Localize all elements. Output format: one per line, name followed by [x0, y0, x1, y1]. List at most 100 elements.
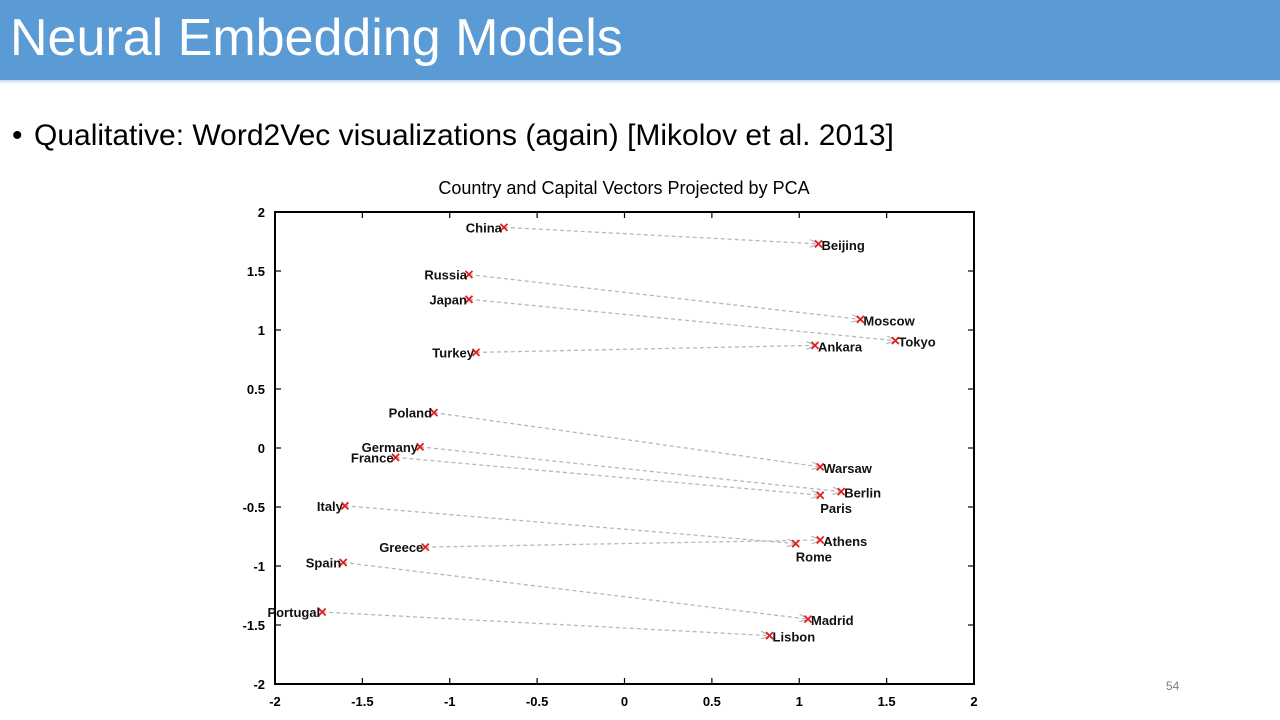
- x-tick-label: -1.5: [351, 694, 373, 709]
- point-poland: Poland: [389, 406, 439, 421]
- label-athens: Athens: [823, 534, 867, 549]
- marker-berlin: [837, 487, 846, 496]
- label-lisbon: Lisbon: [773, 630, 816, 645]
- label-germany: Germany: [362, 440, 419, 455]
- y-tick-label: -1.5: [243, 618, 265, 633]
- point-paris: Paris: [816, 491, 852, 516]
- x-tick-label: -2: [269, 694, 281, 709]
- label-spain: Spain: [306, 555, 341, 570]
- label-france: France: [351, 450, 394, 465]
- y-tick-label: -2: [253, 677, 265, 692]
- marker-china: [499, 223, 509, 232]
- x-tick-label: 1: [796, 694, 803, 709]
- arrow-portugal-lisbon: [322, 611, 769, 636]
- slide-title: Neural Embedding Models: [10, 9, 623, 67]
- marker-paris: [816, 491, 825, 500]
- y-tick-label: 0.5: [247, 382, 265, 397]
- point-rome: Rome: [791, 539, 832, 565]
- marker-ankara: [810, 341, 820, 350]
- chart-title: Country and Capital Vectors Projected by…: [438, 178, 809, 198]
- label-portugal: Portugal: [267, 605, 320, 620]
- y-tick-label: 0: [258, 441, 265, 456]
- y-tick-label: 2: [258, 205, 265, 220]
- marker-greece: [421, 542, 430, 552]
- marker-italy: [340, 501, 350, 510]
- point-portugal: Portugal: [267, 605, 327, 620]
- marker-portugal: [318, 607, 327, 617]
- point-germany: Germany: [362, 440, 425, 455]
- point-japan: Japan: [429, 292, 474, 307]
- bullet-item: • Qualitative: Word2Vec visualizations (a…: [12, 116, 894, 156]
- bullet-icon: •: [12, 119, 23, 152]
- y-tick-label: 1: [258, 323, 265, 338]
- marker-moscow: [856, 315, 865, 324]
- title-bar: Neural Embedding Models: [0, 0, 1280, 84]
- marker-poland: [429, 408, 439, 417]
- marker-athens: [816, 535, 825, 545]
- point-beijing: Beijing: [814, 238, 865, 253]
- point-tokyo: Tokyo: [891, 335, 936, 350]
- label-italy: Italy: [317, 499, 344, 514]
- label-beijing: Beijing: [821, 238, 864, 253]
- bullet-text: Qualitative: Word2Vec visualizations (ag…: [34, 119, 894, 152]
- marker-rome: [791, 539, 800, 548]
- marker-france: [391, 453, 400, 462]
- point-china: China: [466, 220, 509, 235]
- point-spain: Spain: [306, 555, 348, 570]
- label-turkey: Turkey: [432, 345, 474, 360]
- y-tick-label: -0.5: [243, 500, 265, 515]
- arrows-layer: [322, 226, 895, 636]
- arrow-spain-madrid: [343, 561, 808, 619]
- x-tick-label: 0: [621, 694, 628, 709]
- label-tokyo: Tokyo: [898, 335, 935, 350]
- arrow-china-beijing: [503, 226, 819, 244]
- arrow-poland-warsaw: [433, 411, 820, 467]
- point-russia: Russia: [424, 268, 474, 283]
- marker-madrid: [803, 614, 813, 624]
- point-madrid: Madrid: [803, 613, 854, 628]
- marker-warsaw: [816, 462, 825, 472]
- point-turkey: Turkey: [432, 345, 481, 360]
- label-madrid: Madrid: [811, 613, 854, 628]
- label-china: China: [466, 220, 503, 235]
- label-ankara: Ankara: [818, 339, 863, 354]
- marker-russia: [464, 270, 474, 279]
- point-ankara: Ankara: [810, 339, 863, 354]
- marker-tokyo: [891, 336, 900, 345]
- x-tick-label: 2: [970, 694, 977, 709]
- arrow-france-paris: [395, 456, 821, 495]
- label-russia: Russia: [424, 268, 467, 283]
- arrow-germany-berlin: [419, 446, 841, 492]
- pca-chart: Country and Capital Vectors Projected by…: [243, 178, 978, 709]
- label-paris: Paris: [820, 501, 852, 516]
- point-france: France: [351, 450, 400, 465]
- label-japan: Japan: [429, 292, 467, 307]
- arrow-italy-rome: [344, 505, 796, 544]
- point-greece: Greece: [379, 540, 430, 555]
- label-rome: Rome: [796, 550, 832, 565]
- x-tick-label: -0.5: [526, 694, 548, 709]
- x-tick-label: 0.5: [703, 694, 721, 709]
- point-moscow: Moscow: [856, 313, 916, 328]
- point-athens: Athens: [816, 534, 867, 549]
- label-berlin: Berlin: [844, 486, 881, 501]
- arrow-japan-tokyo: [468, 298, 895, 340]
- x-tick-label: 1.5: [878, 694, 896, 709]
- marker-spain: [339, 558, 348, 567]
- arrow-greece-athens: [425, 540, 820, 548]
- marker-lisbon: [765, 631, 774, 640]
- x-tick-label: -1: [444, 694, 456, 709]
- marker-beijing: [814, 239, 823, 248]
- page-number: 54: [1166, 679, 1180, 693]
- point-berlin: Berlin: [837, 486, 881, 501]
- point-warsaw: Warsaw: [816, 461, 873, 476]
- label-poland: Poland: [389, 406, 432, 421]
- y-tick-label: -1: [253, 559, 265, 574]
- points-layer: China Beijing Russia Moscow Japan Tokyo Turkey…: [267, 220, 935, 644]
- label-warsaw: Warsaw: [823, 461, 873, 476]
- marker-germany: [415, 442, 425, 451]
- point-lisbon: Lisbon: [765, 630, 816, 645]
- label-greece: Greece: [379, 540, 423, 555]
- axes: -2 -1.5 -1 -0.5 0 0.5 1 1.5 2 2 1.5 1 0.5 0 -0.5 -1 -1.5…: [243, 205, 978, 709]
- marker-japan: [464, 295, 474, 304]
